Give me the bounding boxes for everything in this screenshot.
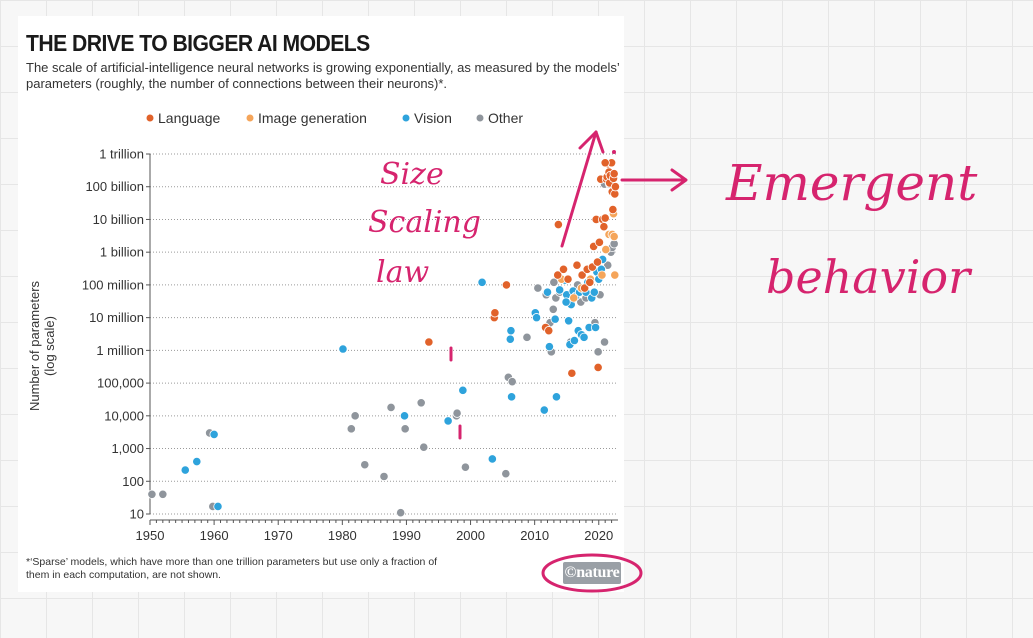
scaling-arrow (451, 132, 616, 438)
annotation-law: law (376, 255, 429, 290)
size-scaling-law-note: Size Scaling law (368, 157, 481, 290)
annotation-size: Size (380, 157, 444, 192)
nature-logo-circle (543, 555, 641, 591)
annotation-behavior: behavior (766, 250, 973, 304)
annotation-scaling: Scaling (368, 205, 481, 240)
emergent-behavior-note: Emergent behavior (622, 154, 978, 304)
annotation-emergent: Emergent (725, 154, 978, 212)
